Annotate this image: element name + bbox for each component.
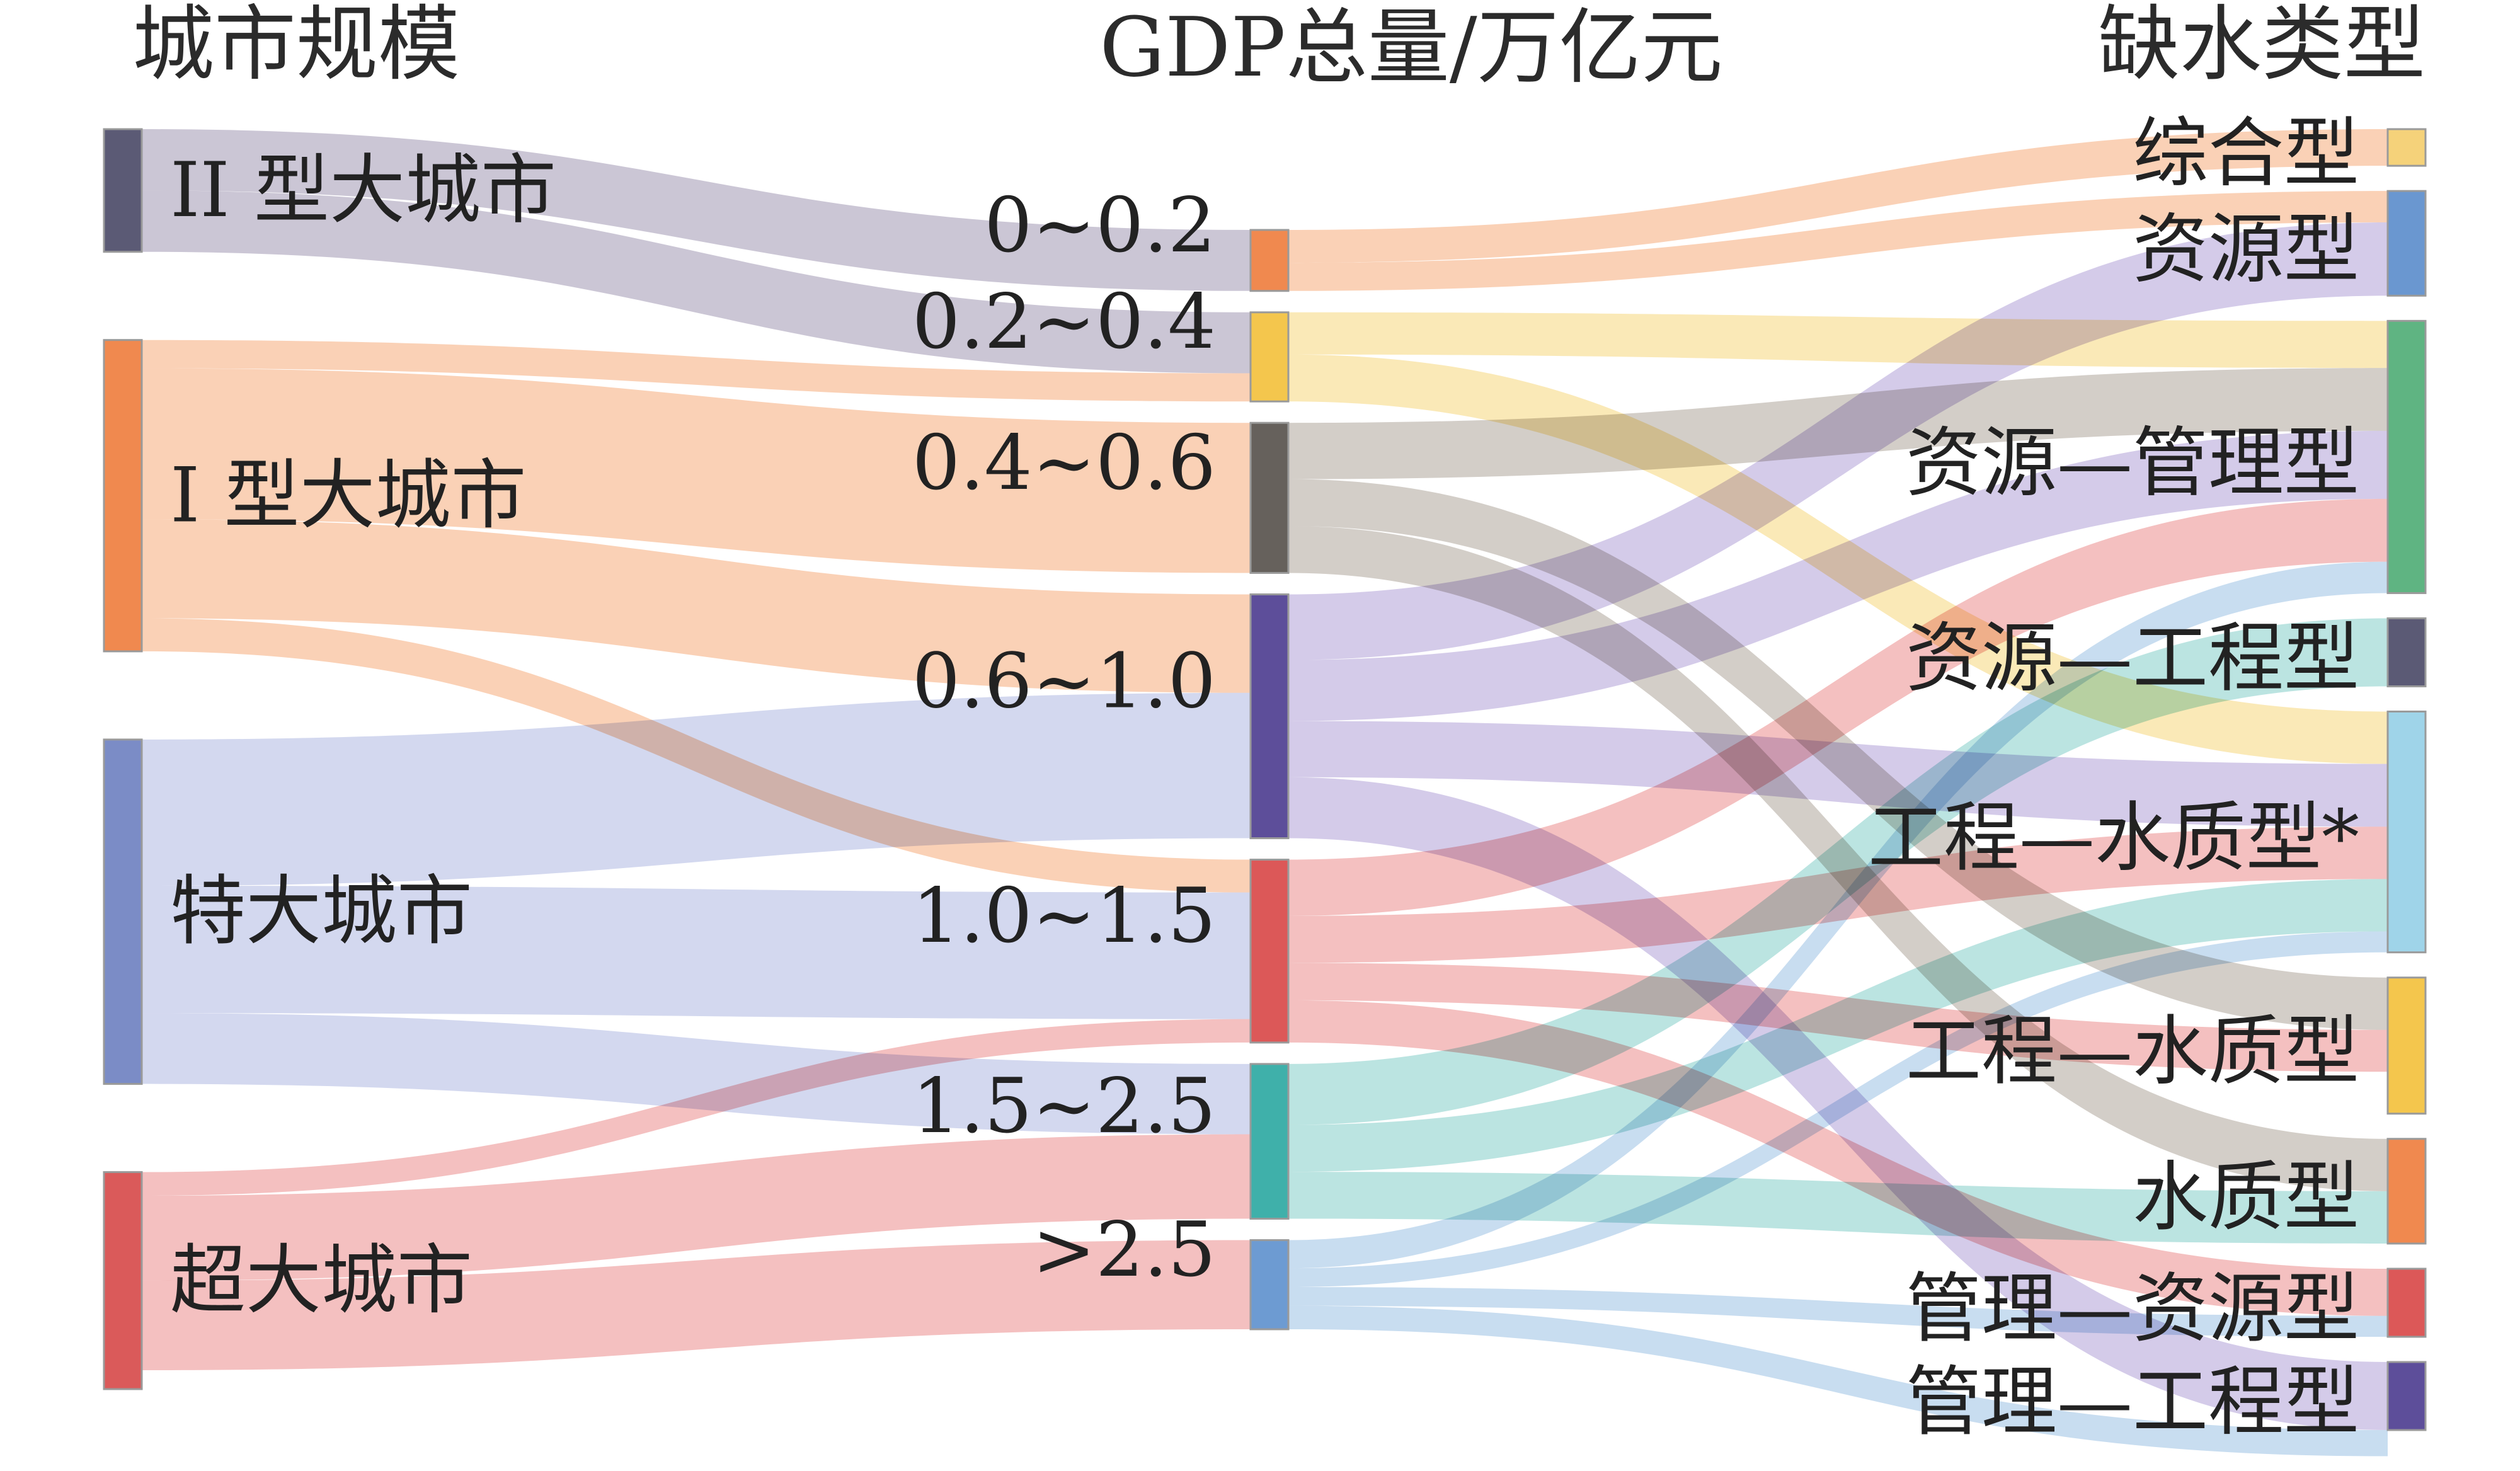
node-bar-g1	[1249, 229, 1290, 292]
link-g1-to-w2	[1288, 191, 2388, 291]
link-g5-to-w8	[1288, 1000, 2388, 1316]
node-bar-g6	[1249, 1063, 1290, 1220]
link-s_i-to-g4	[142, 519, 1251, 693]
node-bar-g3	[1249, 421, 1290, 574]
node-bar-w1	[2386, 128, 2427, 167]
node-bar-w6	[2386, 976, 2427, 1115]
header-gdp-total: GDP总量/万亿元	[1099, 0, 1722, 95]
node-bar-s_i	[103, 339, 143, 653]
sankey-nodes	[103, 128, 2427, 1431]
link-s_chao-to-g7	[142, 1240, 1251, 1371]
node-bar-s_chao	[103, 1171, 143, 1390]
link-g6-to-w5	[1288, 879, 2388, 1172]
node-label-w6: 工程—水质型	[1906, 1008, 2359, 1096]
node-bar-w5	[2386, 710, 2427, 954]
node-bar-s_te	[103, 738, 143, 1085]
link-s_ii-to-g2	[142, 190, 1251, 374]
node-bar-w2	[2386, 190, 2427, 297]
node-label-w3: 资源—管理型	[1906, 420, 2359, 507]
node-label-g7: >2.5	[1033, 1206, 1216, 1294]
node-bar-g4	[1249, 593, 1290, 840]
node-label-w4: 资源—工程型	[1906, 615, 2359, 702]
node-label-w7: 水质型	[2133, 1153, 2359, 1241]
node-bar-g7	[1249, 1239, 1290, 1331]
node-label-s_ii: II 型大城市	[170, 147, 556, 234]
node-label-w9: 管理—工程型	[1906, 1358, 2359, 1446]
link-g1-to-w1	[1288, 129, 2388, 263]
link-g6-to-w4	[1288, 618, 2388, 1125]
link-s_chao-to-g5	[142, 1019, 1251, 1196]
link-s_te-to-g6	[142, 1013, 1251, 1135]
node-label-g1: 0~0.2	[984, 182, 1216, 270]
header-city-size: 城市规模	[132, 0, 460, 92]
link-g4-to-w2	[1288, 222, 2388, 660]
link-s_ii-to-g1	[142, 129, 1251, 291]
node-bar-s_ii	[103, 128, 143, 253]
node-label-s_chao: 超大城市	[170, 1237, 472, 1324]
node-bar-w9	[2386, 1361, 2427, 1431]
node-label-g5: 1.0~1.5	[912, 873, 1216, 960]
node-label-s_te: 特大城市	[170, 868, 472, 956]
node-label-s_i: I 型大城市	[170, 452, 527, 539]
link-s_te-to-g4	[142, 692, 1251, 886]
link-g4-to-w5	[1288, 721, 2388, 827]
link-g7-to-w5	[1288, 931, 2388, 1287]
node-bar-g2	[1249, 311, 1290, 403]
node-bar-w8	[2386, 1268, 2427, 1338]
link-g2-to-w3	[1288, 312, 2388, 369]
link-s_chao-to-g6	[142, 1134, 1251, 1281]
node-bar-g5	[1249, 859, 1290, 1044]
link-s_i-to-g2	[142, 340, 1251, 402]
node-label-w2: 资源型	[2133, 206, 2359, 294]
link-s_i-to-g3	[142, 368, 1251, 573]
link-g7-to-w9	[1288, 1305, 2388, 1457]
node-label-g6: 1.5~2.5	[912, 1063, 1216, 1150]
node-label-g2: 0.2~0.4	[912, 278, 1216, 366]
link-g7-to-w3	[1288, 561, 2388, 1269]
node-bar-w3	[2386, 319, 2427, 594]
node-label-g3: 0.4~0.6	[912, 420, 1216, 507]
node-bar-w7	[2386, 1138, 2427, 1245]
node-bar-w4	[2386, 617, 2427, 687]
sankey-links	[142, 129, 2388, 1457]
node-label-w5: 工程—水质型*	[1868, 794, 2359, 882]
link-g7-to-w8	[1288, 1287, 2388, 1337]
header-water-shortage-type: 缺水类型	[2098, 0, 2426, 92]
link-s_te-to-g5	[142, 886, 1251, 1019]
node-label-w1: 综合型	[2133, 110, 2359, 198]
node-label-w8: 管理—资源型	[1906, 1265, 2359, 1353]
node-label-g4: 0.6~1.0	[912, 638, 1216, 726]
link-g4-to-w3	[1288, 430, 2388, 721]
link-g5-to-w3	[1288, 498, 2388, 916]
